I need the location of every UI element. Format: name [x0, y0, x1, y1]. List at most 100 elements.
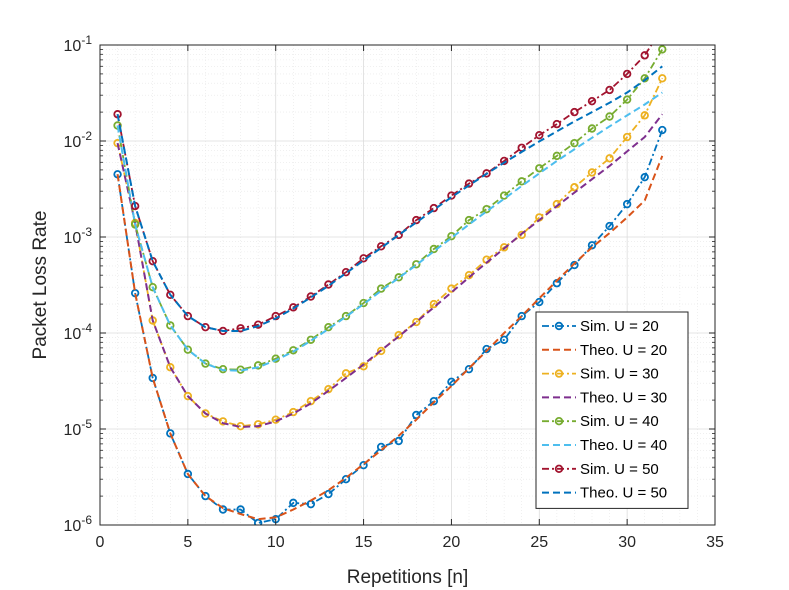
x-tick-label: 30 — [618, 534, 636, 551]
series-point — [376, 346, 386, 356]
series-line — [116, 113, 664, 428]
series-point — [605, 112, 614, 121]
series-point — [394, 230, 403, 240]
series-point — [658, 125, 667, 135]
series-point — [464, 364, 474, 374]
series-point — [148, 256, 157, 266]
x-tick-label: 20 — [443, 534, 461, 551]
legend-entry: Sim. U = 40 — [580, 413, 659, 430]
series-point — [429, 396, 439, 406]
series-line — [116, 65, 663, 332]
series-point — [183, 345, 193, 354]
series-point — [236, 324, 245, 333]
series-point — [499, 156, 509, 166]
y-tick-label: 10-6 — [64, 513, 93, 535]
x-tick-label: 0 — [96, 534, 105, 551]
series-point — [605, 221, 614, 231]
y-tick-label: 10-5 — [64, 417, 93, 439]
series-point — [464, 215, 474, 225]
series-point — [324, 384, 333, 394]
series-line — [116, 48, 664, 371]
series-point — [517, 177, 526, 186]
series-point — [218, 417, 228, 426]
legend-entry: Sim. U = 30 — [580, 366, 659, 383]
series-point — [412, 260, 421, 269]
series-point — [622, 132, 632, 142]
series-point — [253, 420, 263, 429]
series-point — [148, 282, 157, 292]
series-point — [253, 361, 263, 370]
series-point — [236, 505, 245, 514]
series-point — [587, 124, 597, 133]
legend: Sim. U = 20 Theo. U = 20 Sim. U = 30 Theo. … — [535, 311, 689, 509]
x-tick-label: 25 — [530, 534, 548, 551]
series-point — [464, 179, 474, 188]
series-point — [166, 429, 175, 438]
series-point — [201, 322, 210, 332]
series-point — [359, 298, 368, 308]
series-point — [499, 335, 509, 344]
series-point — [535, 164, 544, 173]
series-point — [166, 321, 175, 330]
legend-marker — [554, 464, 564, 473]
series-point — [640, 172, 649, 182]
y-tick-label: 10-3 — [64, 225, 93, 247]
series-point — [412, 317, 421, 327]
series-point — [183, 311, 193, 321]
series-point — [253, 320, 263, 329]
y-tick-label: 10-1 — [64, 33, 93, 55]
series-point — [166, 290, 175, 299]
legend-marker — [554, 321, 564, 331]
series-point — [517, 230, 526, 240]
series-point — [499, 243, 509, 252]
series-point — [183, 391, 193, 401]
x-axis: 0 5 10 15 20 25 30 35 — [96, 45, 724, 551]
series-point — [166, 363, 175, 372]
y-axis: 10-6 10-5 10-4 10-3 10-2 10-1 — [64, 33, 715, 535]
series-point — [201, 491, 210, 501]
series-point — [640, 51, 649, 60]
series-point — [341, 369, 351, 378]
series-point — [394, 436, 403, 446]
legend-entry: Sim. U = 20 — [580, 318, 659, 335]
x-tick-label: 35 — [706, 534, 724, 551]
series-point — [394, 273, 403, 282]
series-point — [306, 292, 316, 301]
y-tick-label: 10-2 — [64, 129, 93, 151]
series-line — [116, 91, 663, 372]
series-point — [412, 410, 421, 420]
series-point — [622, 69, 632, 79]
legend-entry: Theo. U = 50 — [580, 485, 667, 502]
legend-entry: Theo. U = 30 — [580, 389, 667, 406]
legend-box — [535, 311, 689, 509]
legend-entry: Theo. U = 40 — [580, 437, 667, 454]
series-point — [218, 505, 228, 514]
series-point — [622, 95, 632, 104]
series-layer — [113, 45, 667, 525]
series-point — [341, 267, 351, 277]
series-point — [394, 330, 403, 340]
y-tick-label: 10-4 — [64, 321, 93, 343]
legend-marker — [554, 417, 564, 426]
series-point — [535, 130, 544, 140]
series-point — [359, 460, 368, 470]
series-point — [201, 409, 210, 418]
minor-grid — [100, 45, 715, 525]
series-point — [324, 489, 333, 499]
series-point — [482, 344, 491, 354]
plot-frame — [99, 44, 716, 526]
series-point — [587, 168, 597, 177]
series-point — [640, 111, 649, 120]
series-point — [517, 311, 526, 321]
series-point — [306, 335, 316, 344]
x-axis-label: Repetitions [n] — [347, 567, 468, 588]
series-point — [201, 359, 210, 368]
series-point — [570, 138, 579, 148]
series-point — [447, 191, 456, 200]
series-point — [570, 260, 579, 270]
series-point — [341, 311, 351, 321]
series-point — [605, 154, 614, 163]
series-point — [183, 469, 193, 479]
x-tick-label: 10 — [267, 534, 285, 551]
